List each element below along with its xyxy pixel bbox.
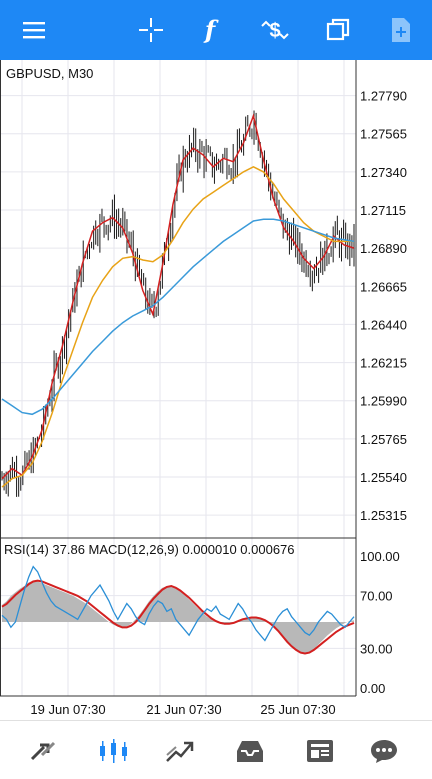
indicator-tick-label: 100.00 xyxy=(360,549,400,564)
date-tick-label: 21 Jun 07:30 xyxy=(146,702,221,717)
new-document-icon[interactable] xyxy=(381,10,421,50)
price-tick-label: 1.27790 xyxy=(360,89,407,104)
moving-averages xyxy=(1,113,355,488)
date-tick-label: 25 Jun 07:30 xyxy=(260,702,335,717)
indicator-tick-label: 0.00 xyxy=(360,681,385,696)
news-icon[interactable] xyxy=(298,729,342,773)
svg-text:f: f xyxy=(203,16,219,44)
price-tick-label: 1.26440 xyxy=(360,317,407,332)
indicator-label: RSI(14) 37.86 MACD(12,26,9) 0.000010 0.0… xyxy=(4,542,295,557)
price-tick-label: 1.27565 xyxy=(360,127,407,142)
time-axis: 19 Jun 07:30 21 Jun 07:30 25 Jun 07:30 xyxy=(30,702,335,717)
function-icon[interactable]: f xyxy=(190,10,230,50)
price-tick-label: 1.25990 xyxy=(360,394,407,409)
windows-icon[interactable] xyxy=(318,10,358,50)
ma-mid-line xyxy=(1,165,354,488)
indicator-panel xyxy=(0,565,356,655)
price-tick-label: 1.25315 xyxy=(360,508,407,523)
top-toolbar: f $ xyxy=(0,0,432,60)
price-tick-label: 1.25765 xyxy=(360,432,407,447)
symbol-label: GBPUSD, M30 xyxy=(6,66,93,81)
history-icon[interactable] xyxy=(228,729,272,773)
trade-objects-icon[interactable]: $ xyxy=(255,10,295,50)
price-tick-label: 1.26665 xyxy=(360,279,407,294)
indicator-tick-label: 70.00 xyxy=(360,589,393,604)
price-chart[interactable]: GBPUSD, M30 RSI(14) 37.86 MACD(12,26,9) … xyxy=(0,60,432,720)
messages-icon[interactable] xyxy=(362,729,406,773)
price-axis: 1.27790 1.27565 1.27340 1.27115 1.26890 1.266… xyxy=(360,89,407,524)
svg-text:$: $ xyxy=(269,20,280,42)
crosshair-icon[interactable] xyxy=(131,10,171,50)
trade-icon[interactable] xyxy=(158,729,202,773)
chart-area[interactable]: GBPUSD, M30 RSI(14) 37.86 MACD(12,26,9) … xyxy=(0,60,432,720)
chart-icon[interactable] xyxy=(92,729,136,773)
macd-histogram xyxy=(2,580,354,655)
price-tick-label: 1.25540 xyxy=(360,470,407,485)
indicator-axis: 100.00 70.00 30.00 0.00 xyxy=(360,549,400,696)
price-tick-label: 1.27115 xyxy=(360,203,406,218)
quotes-icon[interactable] xyxy=(22,729,66,773)
date-tick-label: 19 Jun 07:30 xyxy=(30,702,105,717)
bottom-navigation xyxy=(0,720,432,779)
price-tick-label: 1.26215 xyxy=(360,356,407,371)
ma-fast-line xyxy=(1,113,355,480)
price-tick-label: 1.26890 xyxy=(360,241,407,256)
menu-icon[interactable] xyxy=(14,10,54,50)
rsi-line xyxy=(1,565,355,642)
price-tick-label: 1.27340 xyxy=(360,165,407,180)
macd-signal-line xyxy=(1,579,355,655)
indicator-tick-label: 30.00 xyxy=(360,641,393,656)
ma-slow-line xyxy=(1,218,355,416)
